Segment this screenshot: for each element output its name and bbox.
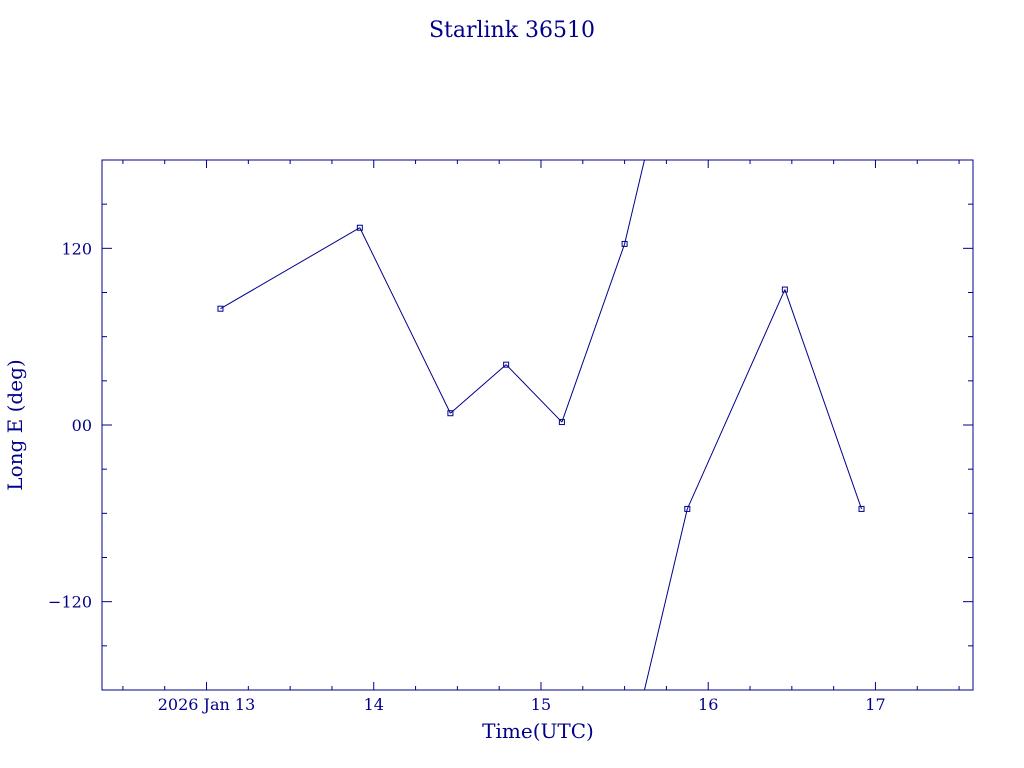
series-segment: [784, 289, 862, 510]
plot-frame: [101, 159, 974, 691]
data-point: [858, 505, 865, 512]
x-tick-label: 2026 Jan 13: [158, 695, 256, 714]
series-segment: [505, 364, 563, 423]
data-point: [558, 419, 565, 426]
data-point: [356, 224, 363, 231]
x-axis-label: Time(UTC): [482, 719, 594, 743]
x-tick-label: 14: [364, 695, 384, 714]
y-tick-label: −120: [48, 593, 92, 612]
y-axis-label: Long E (deg): [3, 359, 27, 490]
series-segment: [643, 508, 688, 690]
x-tick-label: 17: [865, 695, 885, 714]
data-point: [217, 305, 224, 312]
data-point: [503, 361, 510, 368]
y-axis: 120 00 −120: [48, 203, 973, 647]
series-group: [217, 160, 865, 690]
y-tick-label: 00: [72, 416, 92, 435]
series-segment: [450, 364, 507, 414]
data-point: [781, 286, 788, 293]
data-point: [447, 410, 454, 417]
series-segment: [686, 289, 786, 510]
y-tick-label: 120: [61, 239, 92, 258]
chart-title: Starlink 36510: [429, 18, 595, 43]
series-segment: [359, 227, 451, 414]
series-segment: [624, 160, 645, 245]
x-tick-label: 15: [531, 695, 551, 714]
series-segment: [561, 243, 626, 423]
x-axis: 2026 Jan 13 14 15 16 17: [122, 160, 960, 714]
data-point: [621, 240, 628, 247]
data-point: [684, 505, 691, 512]
series-segment: [220, 227, 361, 310]
x-tick-label: 16: [698, 695, 718, 714]
